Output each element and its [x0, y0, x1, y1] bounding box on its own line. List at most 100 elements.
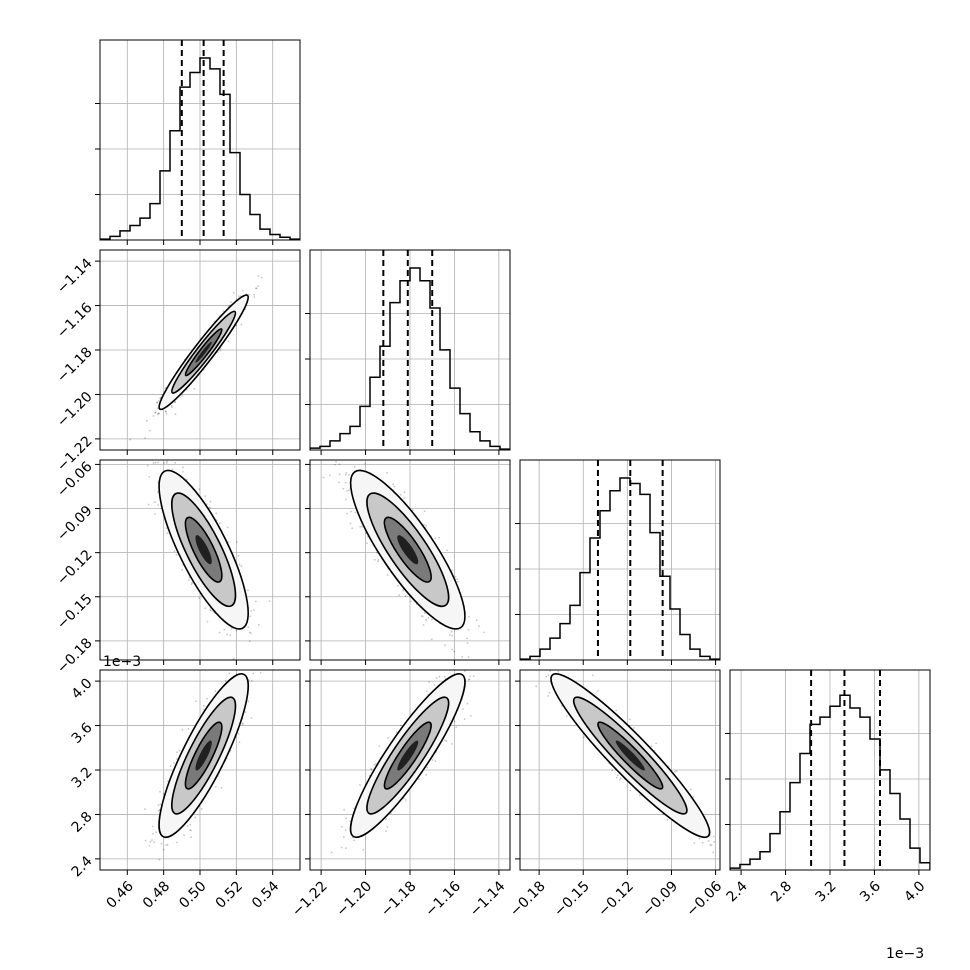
sample-point — [248, 293, 250, 296]
sample-point — [166, 532, 169, 535]
sample-point — [165, 412, 168, 415]
sample-point — [171, 406, 173, 409]
sample-point — [255, 287, 257, 290]
density — [146, 453, 271, 660]
sample-point — [349, 522, 352, 525]
sample-point — [255, 287, 258, 290]
sample-point — [148, 429, 151, 432]
y-tick-label: −1.20 — [54, 389, 96, 431]
grid — [520, 460, 720, 660]
sample-point — [366, 542, 368, 545]
sample-point — [157, 461, 159, 464]
y-tick-label: −1.14 — [54, 255, 96, 297]
sample-point — [167, 453, 169, 455]
sample-point — [468, 615, 470, 618]
sample-point — [467, 656, 470, 658]
sample-point — [457, 580, 459, 583]
sample-point — [434, 537, 437, 540]
sample-point — [227, 340, 230, 343]
sample-point — [166, 460, 168, 463]
sample-point — [431, 618, 433, 621]
sample-point — [193, 387, 196, 390]
sample-point — [427, 616, 430, 619]
contour-outer — [158, 469, 249, 630]
sample-point — [232, 657, 235, 660]
sample-point — [147, 503, 150, 506]
sample-point — [175, 553, 178, 556]
sample-point — [247, 626, 250, 629]
grid — [310, 250, 510, 450]
sample-point — [253, 609, 255, 611]
sample-point — [145, 419, 148, 422]
sample-point — [248, 631, 251, 634]
sample-point — [411, 509, 414, 511]
sample-point — [376, 552, 378, 554]
sample-point — [129, 438, 132, 441]
sample-point — [181, 568, 184, 571]
sample-point — [349, 446, 351, 448]
histogram — [520, 477, 720, 660]
sample-point — [322, 476, 325, 479]
sample-point — [453, 650, 456, 653]
sample-point — [338, 481, 340, 484]
sample-point — [421, 615, 424, 618]
sample-point — [158, 412, 161, 415]
histogram — [100, 57, 300, 240]
sample-point — [404, 595, 407, 597]
sample-point — [410, 600, 412, 603]
sample-point — [154, 513, 156, 515]
sample-point — [451, 648, 454, 651]
sample-point — [254, 600, 257, 603]
sample-point — [219, 349, 222, 352]
contour-middle — [171, 492, 237, 608]
contour-inner — [184, 328, 223, 377]
sample-point — [174, 413, 177, 416]
sample-point — [230, 301, 232, 304]
sample-point — [253, 293, 256, 296]
sample-point — [235, 541, 238, 543]
contour-middle — [171, 310, 237, 394]
sample-point — [157, 412, 160, 415]
contour-outer — [158, 294, 249, 411]
sample-point — [156, 491, 159, 493]
density — [322, 446, 485, 658]
density — [144, 671, 262, 861]
sample-point — [268, 600, 271, 602]
sample-point — [223, 628, 226, 631]
panel-3-0: 0.46 0.48 0.50 0.52 0.542.42.83.23.64.0 — [69, 669, 301, 912]
sample-point — [182, 466, 184, 468]
sample-point — [420, 615, 423, 617]
density-peak — [195, 341, 212, 363]
sample-point — [345, 498, 347, 501]
sample-point — [157, 407, 159, 410]
sample-point — [335, 460, 337, 463]
sample-point — [209, 506, 212, 509]
sample-point — [250, 610, 253, 612]
sample-point — [171, 468, 174, 471]
grid — [100, 40, 300, 240]
contour-inner — [184, 516, 223, 583]
sample-point — [353, 466, 356, 468]
sample-point — [181, 394, 184, 397]
sample-point — [377, 559, 380, 561]
sample-point — [399, 494, 402, 496]
sample-point — [238, 563, 241, 566]
sample-point — [163, 461, 166, 464]
sample-point — [181, 470, 184, 473]
sample-point — [364, 462, 367, 465]
sample-point — [235, 629, 238, 632]
sample-point — [430, 638, 433, 641]
sample-point — [156, 401, 159, 404]
sample-point — [209, 609, 212, 611]
sample-point — [454, 575, 457, 578]
density-peak — [195, 535, 212, 565]
sample-point — [154, 411, 157, 414]
sample-point — [334, 463, 336, 466]
sample-point — [250, 632, 252, 635]
y-tick-label: −1.18 — [54, 344, 96, 386]
sample-point — [350, 510, 352, 513]
sample-point — [146, 464, 149, 467]
axes-frame — [519, 459, 721, 661]
sample-point — [423, 510, 426, 513]
sample-point — [209, 500, 212, 503]
